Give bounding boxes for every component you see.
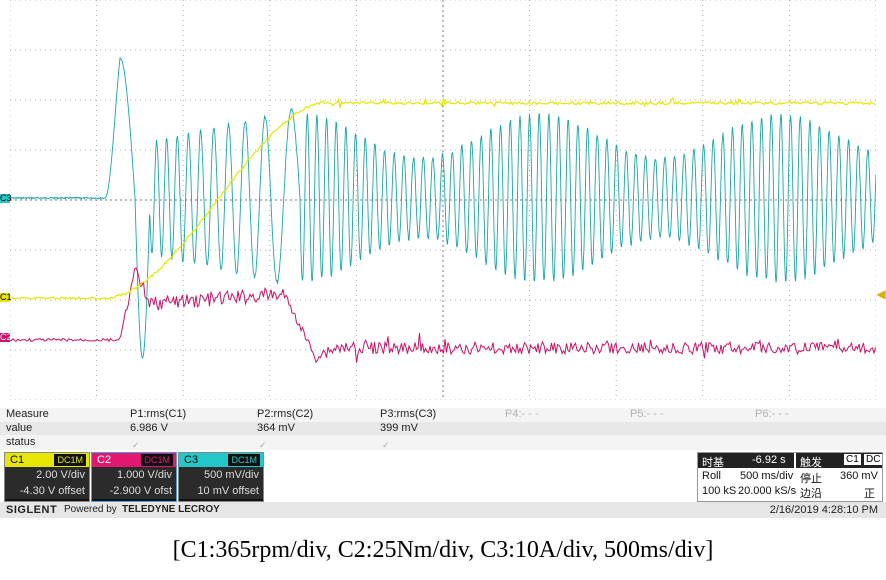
measure-panel: Measure P1:rms(C1) P2:rms(C2) P3:rms(C3)… <box>0 408 886 450</box>
teledyne-logo: TELEDYNE LECROY <box>122 504 220 515</box>
timebase-header-bg <box>698 453 794 468</box>
trigger-label: 触发 <box>800 457 822 469</box>
c2-header: C2 DC1M <box>92 453 176 467</box>
timebase-delay: -6.92 s <box>752 454 786 466</box>
c2-scale: 1.000 V/div <box>92 467 176 483</box>
c2-offset: -2.900 V ofst <box>92 483 176 499</box>
timebase-trigger-box[interactable]: 时基 -6.92 s 触发 C1 DC Roll 500 ms/div 停止 3… <box>697 452 883 502</box>
c2-level-marker[interactable]: C2 <box>0 332 12 342</box>
c3-offset: 10 mV offset <box>179 483 263 499</box>
c1-header: C1 DC1M <box>5 453 89 467</box>
measure-value-row: value 6.986 V 364 mV 399 mV <box>0 422 886 435</box>
p2-status-check-icon: ✓ <box>259 440 267 450</box>
c1-id: C1 <box>10 454 25 466</box>
timebase-label: 时基 <box>702 457 724 469</box>
trigger-coupling: DC <box>864 454 883 465</box>
c1-offset: -4.30 V offset <box>5 483 89 499</box>
c1-level-marker[interactable]: C1 <box>0 292 12 302</box>
powered-by-text: Powered by <box>64 504 117 515</box>
timebase-points: 100 kS <box>702 485 737 497</box>
c2-coupling: DC1M <box>141 454 173 466</box>
c3-id: C3 <box>184 454 199 466</box>
param-p3-value: 399 mV <box>380 422 418 434</box>
timebase-scale: 500 ms/div <box>740 470 794 482</box>
c3-current-trace <box>10 57 876 359</box>
param-p1-value: 6.986 V <box>130 422 168 434</box>
waveform-plot <box>10 0 876 400</box>
param-p5-name[interactable]: P5:- - - <box>630 408 664 420</box>
trigger-channel: C1 <box>844 454 861 465</box>
c3-header: C3 DC1M <box>179 453 263 467</box>
c1-coupling: DC1M <box>54 454 86 466</box>
param-p2-value: 364 mV <box>257 422 295 434</box>
p1-status-check-icon: ✓ <box>132 440 140 450</box>
trigger-edge: 边沿 <box>800 488 822 500</box>
p3-status-check-icon: ✓ <box>382 440 390 450</box>
status-footer: SIGLENT Powered by TELEDYNE LECROY 2/16/… <box>0 502 886 518</box>
trigger-level-marker[interactable]: ◀ <box>876 287 886 301</box>
trigger-slope: 正 <box>864 488 875 500</box>
value-label: value <box>6 422 33 434</box>
trigger-state: 停止 <box>800 473 822 485</box>
channel-c3-box[interactable]: C3 DC1M 500 mV/div 10 mV offset <box>178 452 264 502</box>
measure-header-row: Measure P1:rms(C1) P2:rms(C2) P3:rms(C3)… <box>0 408 886 421</box>
oscilloscope-display: C3 C1 C2 ◀ Measure P1:rms(C1) P2:rms(C2)… <box>0 0 886 520</box>
c3-level-marker[interactable]: C3 <box>0 193 12 203</box>
timebase-mode: Roll <box>702 470 721 482</box>
channel-c1-box[interactable]: C1 DC1M 2.00 V/div -4.30 V offset <box>4 452 90 502</box>
status-label: status <box>6 436 36 448</box>
measure-status-row: status <box>0 436 886 449</box>
trigger-level: 360 mV <box>840 470 878 482</box>
c1-speed-trace <box>10 96 876 300</box>
param-p4-name[interactable]: P4:- - - <box>505 408 539 420</box>
c1-scale: 2.00 V/div <box>5 467 89 483</box>
siglent-logo: SIGLENT <box>6 504 58 516</box>
param-p6-name[interactable]: P6:- - - <box>755 408 789 420</box>
param-p1-name[interactable]: P1:rms(C1) <box>130 408 187 420</box>
param-p3-name[interactable]: P3:rms(C3) <box>380 408 437 420</box>
timebase-rate: 20.000 kS/s <box>738 485 797 497</box>
c2-torque-trace <box>10 267 876 364</box>
measure-label: Measure <box>6 408 49 420</box>
c2-id: C2 <box>97 454 112 466</box>
date-time: 2/16/2019 4:28:10 PM <box>769 504 878 516</box>
c3-scale: 500 mV/div <box>179 467 263 483</box>
c3-coupling: DC1M <box>228 454 260 466</box>
param-p2-name[interactable]: P2:rms(C2) <box>257 408 314 420</box>
figure-caption: [C1:365rpm/div, C2:25Nm/div, C3:10A/div,… <box>172 537 714 563</box>
waveform-screen[interactable] <box>10 0 876 400</box>
channel-c2-box[interactable]: C2 DC1M 1.000 V/div -2.900 V ofst <box>91 452 177 502</box>
